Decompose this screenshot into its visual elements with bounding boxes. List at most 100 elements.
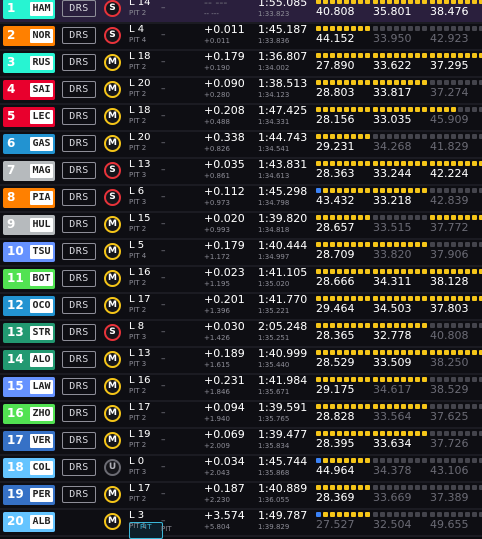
mini-sector-icon	[323, 350, 328, 355]
sector-3: 37.274	[430, 79, 482, 101]
driver-code: LEC	[30, 110, 53, 124]
mini-sector-icon	[408, 296, 413, 301]
mini-sector-icon	[387, 296, 392, 301]
interval: +1.172	[204, 253, 230, 261]
driver-code: ALB	[30, 515, 53, 529]
driver-row[interactable]: 9 HUL DRS M L 15 PIT 2 – +0.020 +0.993 1:39.820…	[0, 213, 482, 240]
mini-sector-icon	[373, 431, 378, 436]
driver-row[interactable]: 8 PIA DRS S L 6 PIT 3 – +0.112 +0.973 1:45.298 1…	[0, 186, 482, 213]
sector-2: 33.564	[373, 403, 431, 425]
mini-sector-icon	[479, 458, 482, 463]
driver-row[interactable]: 7 MAG DRS S L 13 PIT 3 – +0.035 +0.861 1:43.831…	[0, 159, 482, 186]
driver-row[interactable]: 6 GAS DRS M L 20 PIT 2 – +0.338 +0.826 1:44.743…	[0, 132, 482, 159]
driver-row[interactable]: 12 OCO DRS M L 17 PIT 2 – +0.201 +1.396 1:41.77…	[0, 294, 482, 321]
mini-sector-icon	[472, 188, 477, 193]
mini-sector-icon	[458, 323, 463, 328]
mini-sector-icon	[380, 296, 385, 301]
mini-sector-icon	[479, 242, 482, 247]
gap-to-leader: +0.179	[204, 239, 245, 252]
sector-1: 27.890	[316, 52, 374, 74]
mini-sector-icon	[358, 53, 363, 58]
mini-sector-icon	[387, 485, 392, 490]
driver-row[interactable]: 20 ALB PIT M L 3 PIT 1 PIT – +3.574 +5.804 1:49.…	[0, 510, 482, 539]
mini-sector-bar	[373, 350, 431, 355]
sector-2: 34.617	[373, 376, 431, 398]
mini-sector-icon	[323, 80, 328, 85]
driver-row[interactable]: 18 COL DRS U L 0 PIT 3 – +0.034 +2.043 1:45.744…	[0, 456, 482, 483]
driver-row[interactable]: 4 SAI DRS M L 20 PIT 2 – +0.090 +0.280 1:38.513…	[0, 78, 482, 105]
mini-sector-icon	[437, 323, 442, 328]
driver-row[interactable]: 11 BOT DRS M L 16 PIT 2 – +0.023 +1.195 1:41.10…	[0, 267, 482, 294]
mini-sector-icon	[430, 431, 435, 436]
status-dash: –	[161, 273, 166, 283]
mini-sector-bar	[316, 215, 374, 220]
mini-sector-icon	[365, 485, 370, 490]
pit-count: PIT 2	[129, 414, 147, 422]
sector-3-time: 37.906	[430, 248, 469, 261]
sector-2-time: 33.820	[373, 248, 412, 261]
mini-sector-icon	[408, 485, 413, 490]
mini-sector-icon	[373, 107, 378, 112]
sector-1-time: 44.152	[316, 32, 355, 45]
last-lap-time: 1:41.770	[258, 293, 308, 306]
mini-sector-icon	[430, 323, 435, 328]
mini-sector-icon	[465, 458, 470, 463]
mini-sector-icon	[380, 161, 385, 166]
mini-sector-icon	[365, 0, 370, 4]
mini-sector-icon	[387, 512, 392, 517]
mini-sector-icon	[344, 107, 349, 112]
sector-1-time: 28.657	[316, 221, 355, 234]
mini-sector-icon	[358, 215, 363, 220]
mini-sector-icon	[380, 242, 385, 247]
position-number: 13	[7, 325, 24, 339]
sector-1-time: 28.369	[316, 491, 355, 504]
drs-indicator: DRS	[62, 270, 96, 287]
driver-row[interactable]: 13 STR DRS S L 8 PIT 3 – +0.030 +1.426 2:05.248…	[0, 321, 482, 348]
driver-row[interactable]: 2 NOR DRS S L 4 PIT 4 – +0.011 +0.011 1:45.187 1…	[0, 24, 482, 51]
mini-sector-icon	[387, 269, 392, 274]
driver-row[interactable]: 14 ALO DRS M L 13 PIT 3 – +0.189 +1.615 1:40.99…	[0, 348, 482, 375]
driver-row[interactable]: 16 ZHO DRS M L 17 PIT 2 – +0.094 +1.940 1:39.59…	[0, 402, 482, 429]
mini-sector-icon	[380, 431, 385, 436]
mini-sector-icon	[373, 512, 378, 517]
status-dash: –	[161, 489, 166, 499]
mini-sector-icon	[323, 53, 328, 58]
mini-sector-icon	[430, 404, 435, 409]
mini-sector-icon	[444, 161, 449, 166]
driver-row[interactable]: 5 LEC DRS M L 18 PIT 2 – +0.208 +0.488 1:47.425…	[0, 105, 482, 132]
last-lap-time: 1:36.807	[258, 50, 308, 63]
status-dash: –	[161, 246, 166, 256]
mini-sector-icon	[415, 404, 420, 409]
mini-sector-bar	[316, 0, 374, 4]
mini-sector-icon	[358, 26, 363, 31]
mini-sector-icon	[444, 269, 449, 274]
mini-sector-icon	[479, 161, 482, 166]
mini-sector-icon	[380, 485, 385, 490]
pit-count: PIT 2	[129, 441, 147, 449]
mini-sector-icon	[323, 188, 328, 193]
pit-count: PIT 3	[129, 333, 147, 341]
driver-row[interactable]: 1 HAM DRS S L 14 PIT 2 – -- --- -- --- 1:55.085…	[0, 0, 482, 24]
mini-sector-icon	[316, 161, 321, 166]
sector-1: 40.808	[316, 0, 374, 20]
mini-sector-icon	[330, 26, 335, 31]
driver-row[interactable]: 15 LAW DRS M L 16 PIT 2 – +0.231 +1.846 1:41.98…	[0, 375, 482, 402]
mini-sector-icon	[394, 215, 399, 220]
mini-sector-bar	[430, 296, 482, 301]
driver-row[interactable]: 19 PER DRS M L 17 PIT 2 – +0.187 +2.230 1:40.88…	[0, 483, 482, 510]
driver-row[interactable]: 3 RUS DRS M L 18 PIT 2 – +0.179 +0.190 1:36.807…	[0, 51, 482, 78]
last-lap-time: 1:39.591	[258, 401, 308, 414]
mini-sector-icon	[380, 80, 385, 85]
mini-sector-icon	[437, 134, 442, 139]
sector-2-time: 33.515	[373, 221, 412, 234]
sector-3: 42.923	[430, 25, 482, 47]
sector-2-time: 32.504	[373, 518, 412, 531]
mini-sector-icon	[387, 350, 392, 355]
driver-row[interactable]: 17 VER DRS M L 19 PIT 2 – +0.069 +2.009 1:39.47…	[0, 429, 482, 456]
driver-row[interactable]: 10 TSU DRS M L 5 PIT 4 – +0.179 +1.172 1:40.444…	[0, 240, 482, 267]
gap-to-leader: +0.201	[204, 293, 245, 306]
sector-1-time: 28.156	[316, 113, 355, 126]
mini-sector-icon	[465, 53, 470, 58]
mini-sector-icon	[380, 215, 385, 220]
mini-sector-icon	[387, 134, 392, 139]
